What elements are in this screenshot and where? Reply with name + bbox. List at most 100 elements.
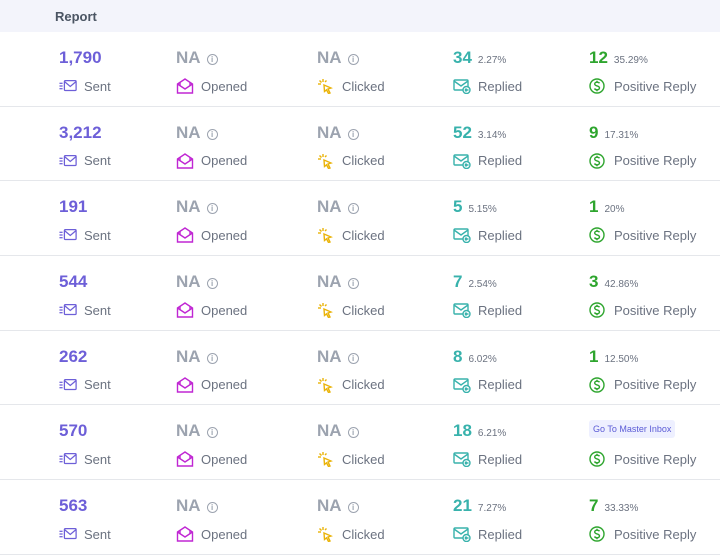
info-icon[interactable]: i xyxy=(206,427,218,439)
replied-count: 5 xyxy=(453,197,463,217)
clicked-label: Clicked xyxy=(342,377,385,393)
envelope-open-icon xyxy=(176,451,194,468)
info-icon[interactable]: i xyxy=(347,203,359,215)
opened-label: Opened xyxy=(201,302,248,318)
sent-count: 262 xyxy=(59,346,88,366)
info-icon[interactable]: i xyxy=(347,278,359,290)
sent-label: Sent xyxy=(84,78,111,94)
envelope-reply-icon xyxy=(453,452,471,468)
report-header: Report xyxy=(0,0,720,32)
envelope-send-icon xyxy=(59,229,77,241)
replied-percent: 6.21% xyxy=(477,428,507,440)
opened-label: Opened xyxy=(201,451,248,467)
info-icon[interactable]: i xyxy=(206,352,218,364)
sent-count: 544 xyxy=(59,272,88,292)
positive-reply-percent: 35.29% xyxy=(613,55,648,66)
opened-value: NA xyxy=(176,496,201,516)
clicked-value: NA xyxy=(317,272,342,292)
replied-count: 21 xyxy=(453,496,472,516)
report-row: 191 Sent NA i Opened xyxy=(0,181,720,257)
envelope-reply-icon xyxy=(453,228,471,244)
replied-label: Replied xyxy=(478,377,523,393)
opened-value: NA xyxy=(176,421,201,441)
cursor-click-icon xyxy=(318,452,333,468)
info-icon[interactable]: i xyxy=(206,203,218,215)
info-icon[interactable]: i xyxy=(206,128,218,140)
envelope-open-icon xyxy=(176,78,194,94)
info-icon[interactable]: i xyxy=(347,427,359,439)
info-icon[interactable]: i xyxy=(347,502,359,514)
clicked-value: NA xyxy=(317,122,342,142)
positive-reply-count: 12 xyxy=(589,48,608,67)
positive-reply-count: 9 xyxy=(589,122,599,142)
go-to-master-inbox-button[interactable]: Go To Master Inbox xyxy=(589,420,676,439)
envelope-open-icon xyxy=(176,526,194,542)
envelope-open-icon xyxy=(176,376,194,393)
clicked-label: Clicked xyxy=(342,302,385,318)
positive-reply-label: Positive Reply xyxy=(614,377,697,393)
dollar-circle-icon xyxy=(589,451,605,468)
info-icon[interactable]: i xyxy=(347,128,359,140)
replied-count: 34 xyxy=(453,48,472,67)
opened-value: NA xyxy=(176,48,201,67)
info-icon[interactable]: i xyxy=(206,278,218,290)
cursor-click-icon xyxy=(318,527,333,543)
positive-reply-label: Positive Reply xyxy=(614,153,697,169)
report-row: 544 Sent NA i Opened xyxy=(0,256,720,331)
report-row: 3,212 Sent NA i Opened xyxy=(0,107,720,182)
envelope-send-icon xyxy=(59,304,77,316)
positive-reply-count: 1 xyxy=(589,197,599,217)
sent-label: Sent xyxy=(84,451,111,467)
positive-reply-percent: 17.31% xyxy=(604,129,639,141)
cursor-click-icon xyxy=(318,228,333,244)
info-icon[interactable]: i xyxy=(206,502,218,514)
opened-label: Opened xyxy=(201,78,248,94)
clicked-value: NA xyxy=(317,496,342,516)
positive-reply-percent: 42.86% xyxy=(604,279,639,291)
sent-label: Sent xyxy=(84,153,111,169)
info-icon[interactable]: i xyxy=(347,352,359,364)
positive-reply-count: 7 xyxy=(589,496,599,516)
dollar-circle-icon xyxy=(589,227,605,244)
cursor-click-icon xyxy=(318,153,333,169)
info-icon[interactable]: i xyxy=(347,54,359,65)
sent-count: 570 xyxy=(59,421,88,441)
report-title: Report xyxy=(55,8,97,24)
replied-label: Replied xyxy=(478,153,523,169)
replied-count: 8 xyxy=(453,346,463,366)
replied-label: Replied xyxy=(478,451,523,467)
sent-label: Sent xyxy=(84,377,111,393)
opened-label: Opened xyxy=(201,526,248,542)
positive-reply-label: Positive Reply xyxy=(614,227,697,243)
envelope-reply-icon xyxy=(453,153,471,169)
clicked-label: Clicked xyxy=(342,227,385,243)
dollar-circle-icon xyxy=(589,152,605,169)
envelope-send-icon xyxy=(59,453,77,465)
positive-reply-label: Positive Reply xyxy=(614,78,697,94)
envelope-send-icon xyxy=(59,378,77,390)
envelope-reply-icon xyxy=(453,378,471,393)
replied-percent: 2.27% xyxy=(477,55,507,66)
clicked-value: NA xyxy=(317,421,342,441)
replied-count: 52 xyxy=(453,122,472,142)
opened-label: Opened xyxy=(201,377,248,393)
report-row: 1,790 Sent NA i Opened xyxy=(0,32,720,107)
clicked-label: Clicked xyxy=(342,451,385,467)
cursor-click-icon xyxy=(318,377,333,393)
replied-label: Replied xyxy=(478,526,523,542)
replied-percent: 2.54% xyxy=(468,279,497,291)
sent-count: 1,790 xyxy=(59,48,102,67)
replied-count: 18 xyxy=(453,421,472,441)
opened-value: NA xyxy=(176,346,201,366)
report-row: 570 Sent NA i Opened xyxy=(0,405,720,481)
envelope-send-icon xyxy=(59,79,77,92)
envelope-reply-icon xyxy=(453,303,471,319)
info-icon[interactable]: i xyxy=(206,54,218,65)
sent-count: 3,212 xyxy=(59,122,102,142)
opened-value: NA xyxy=(176,272,201,292)
positive-reply-percent: 12.50% xyxy=(604,353,639,365)
dollar-circle-icon xyxy=(589,377,605,393)
clicked-value: NA xyxy=(317,48,342,67)
positive-reply-label: Positive Reply xyxy=(614,451,697,467)
dollar-circle-icon xyxy=(589,526,605,542)
